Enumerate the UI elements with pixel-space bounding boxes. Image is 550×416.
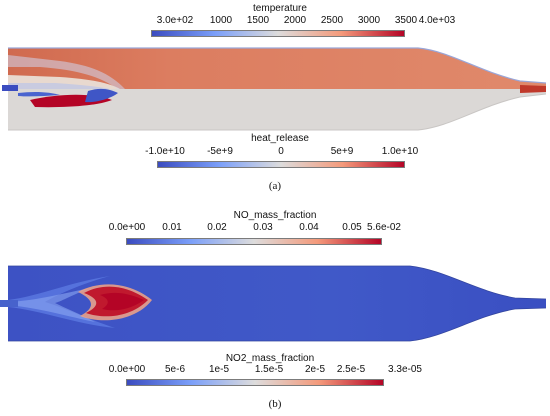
tick-label: 5e-6 [164,364,186,375]
combustor-field-no-mass-fraction [0,265,547,342]
tick-label: 2000 [283,15,307,26]
tick-label: 0.02 [207,222,227,233]
no2-colorbar [126,379,384,386]
no-colorbar-title: NO_mass_fraction [233,210,317,221]
tick-label: 2.5e-5 [336,364,366,375]
heat-release-colorbar [157,161,405,168]
tick-label: 2500 [320,15,344,26]
temperature-colorbar-title: temperature [253,3,307,14]
tick-label: 1e-5 [208,364,230,375]
heat-release-colorbar-title: heat_release [251,133,309,144]
tick-label: 1.5e-5 [254,364,284,375]
tick-label: 1.0e+10 [381,146,419,157]
tick-label: 3.3e-05 [388,364,422,375]
no-colorbar [126,238,382,245]
tick-label: 0.04 [299,222,319,233]
no2-tick-labels: 0.0e+00 5e-6 1e-5 1.5e-5 2e-5 2.5e-5 3.3… [0,364,550,378]
combustor-field-temperature-heat-release [2,47,547,131]
tick-label: 4.0e+03 [418,15,456,26]
no-tick-labels: 0.0e+00 0.01 0.02 0.03 0.04 0.05 5.6e-02 [0,222,550,236]
tick-label: 1500 [246,15,270,26]
tick-label: 0.0e+00 [108,364,146,375]
tick-label: 5e+9 [330,146,354,157]
tick-label: 0.05 [342,222,362,233]
tick-label: 3000 [357,15,381,26]
heat-release-tick-labels: -1.0e+10 -5e+9 0 5e+9 1.0e+10 [0,146,550,160]
no2-colorbar-title: NO2_mass_fraction [225,353,315,364]
tick-label: 0.01 [162,222,182,233]
tick-label: -5e+9 [207,146,233,157]
tick-label: 5.6e-02 [367,222,401,233]
panel-b-caption: (b) [268,398,282,410]
tick-label: 3500 [394,15,418,26]
panel-a-caption: (a) [268,180,282,192]
tick-label: 0 [278,146,284,157]
tick-label: 3.0e+02 [156,15,194,26]
tick-label: -1.0e+10 [145,146,185,157]
tick-label: 2e-5 [304,364,326,375]
tick-label: 1000 [209,15,233,26]
tick-label: 0.0e+00 [108,222,146,233]
temperature-colorbar [151,30,405,37]
temperature-tick-labels: 3.0e+02 1000 1500 2000 2500 3000 3500 4.… [0,15,550,29]
tick-label: 0.03 [253,222,273,233]
